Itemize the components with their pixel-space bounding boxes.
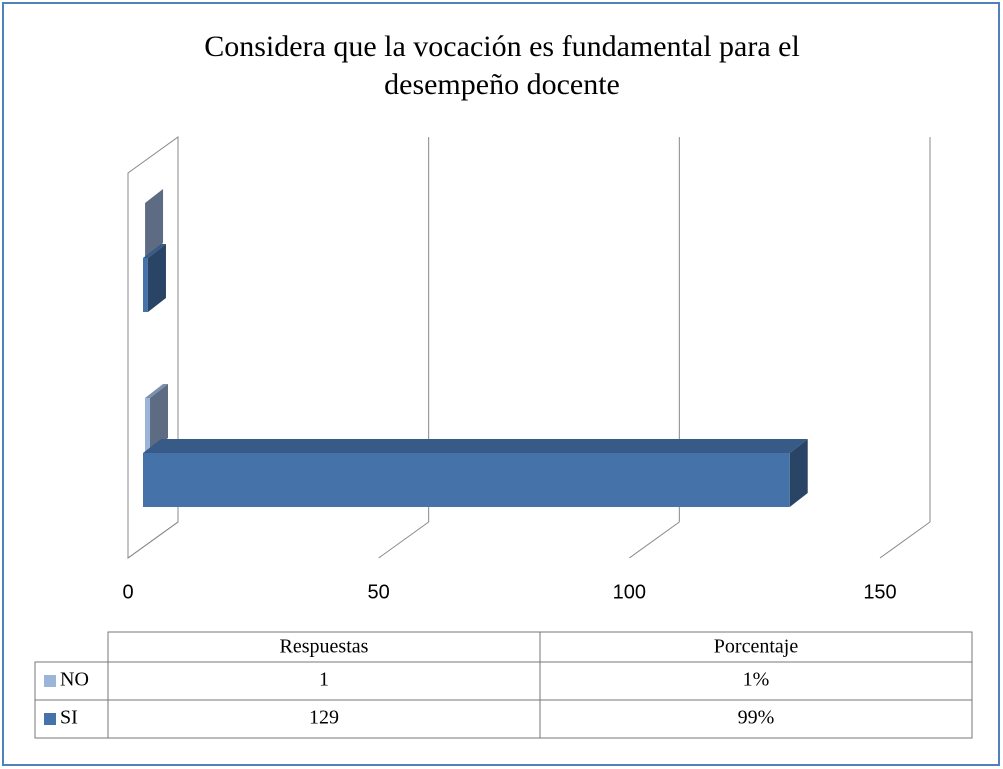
bar xyxy=(143,439,808,507)
table-cell: 1 xyxy=(319,669,329,691)
bar-top xyxy=(143,439,808,453)
x-tick-label: 100 xyxy=(613,581,646,603)
table-header: Porcentaje xyxy=(714,636,799,658)
table-cell: 1% xyxy=(743,669,770,691)
bar-side xyxy=(147,244,166,312)
table-cell: 129 xyxy=(309,707,339,729)
bar-side xyxy=(789,439,808,507)
floor-line xyxy=(378,521,429,559)
floor-line xyxy=(127,521,179,559)
bar-front xyxy=(145,398,151,452)
legend-label: SI xyxy=(60,707,78,729)
bar-top xyxy=(143,244,166,258)
bar-side xyxy=(145,189,164,257)
legend-swatch xyxy=(44,713,56,725)
bar-side xyxy=(150,384,169,452)
table-header: Respuestas xyxy=(280,636,369,658)
bar xyxy=(145,189,164,257)
bar-top xyxy=(145,189,164,203)
bar-front xyxy=(143,258,148,312)
table-cell: 99% xyxy=(738,707,775,729)
x-tick-label: 50 xyxy=(368,581,390,603)
bar-top xyxy=(145,384,169,398)
chart-title: Considera que la vocación es fundamental… xyxy=(204,30,800,101)
legend-label: NO xyxy=(60,669,89,691)
x-tick-label: 150 xyxy=(863,581,896,603)
x-tick-label: 0 xyxy=(122,581,133,603)
legend-swatch xyxy=(44,675,56,687)
floor-line xyxy=(629,521,680,559)
bar-front xyxy=(143,453,790,507)
floor-line xyxy=(879,521,931,559)
bar xyxy=(145,384,169,452)
bar xyxy=(143,244,166,312)
